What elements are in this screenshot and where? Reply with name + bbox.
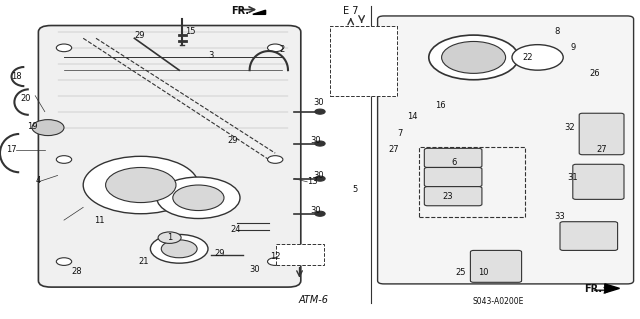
Circle shape: [56, 156, 72, 163]
Text: 18: 18: [11, 72, 21, 81]
Text: E 7: E 7: [343, 6, 358, 16]
Text: 9: 9: [570, 43, 575, 52]
Text: 14: 14: [408, 112, 418, 121]
Text: ATM-6: ATM-6: [299, 295, 328, 305]
Circle shape: [315, 176, 325, 181]
Text: 30: 30: [314, 171, 324, 180]
Text: 29: 29: [134, 31, 145, 40]
Text: 28: 28: [72, 267, 82, 276]
Text: 13: 13: [307, 177, 317, 186]
Text: 2: 2: [279, 45, 284, 54]
Circle shape: [268, 44, 283, 52]
Text: 26: 26: [590, 69, 600, 78]
Text: 19: 19: [27, 122, 37, 130]
Text: 10: 10: [478, 268, 488, 277]
Text: 8: 8: [554, 27, 559, 36]
Text: 33: 33: [555, 212, 565, 221]
Text: FR.: FR.: [231, 6, 249, 16]
Text: S043-A0200E: S043-A0200E: [472, 297, 524, 306]
Text: 20: 20: [20, 94, 31, 103]
Text: 4: 4: [36, 176, 41, 185]
Text: 24: 24: [230, 225, 241, 234]
Circle shape: [83, 156, 198, 214]
Text: 15: 15: [186, 27, 196, 36]
Text: 30: 30: [314, 98, 324, 107]
FancyBboxPatch shape: [424, 167, 482, 187]
FancyBboxPatch shape: [276, 244, 324, 265]
Circle shape: [315, 109, 325, 114]
Circle shape: [315, 211, 325, 216]
Text: 1: 1: [167, 233, 172, 242]
Text: 11: 11: [94, 216, 104, 225]
Circle shape: [268, 258, 283, 265]
Circle shape: [157, 177, 240, 219]
Circle shape: [32, 120, 64, 136]
Text: 21: 21: [139, 257, 149, 266]
Text: FR.: FR.: [584, 284, 602, 294]
FancyBboxPatch shape: [378, 16, 634, 284]
Text: 30: 30: [310, 136, 321, 145]
FancyBboxPatch shape: [424, 148, 482, 167]
Text: 5: 5: [353, 185, 358, 194]
Text: 30: 30: [310, 206, 321, 215]
Text: 12: 12: [270, 252, 280, 261]
FancyBboxPatch shape: [470, 250, 522, 282]
Circle shape: [268, 156, 283, 163]
FancyBboxPatch shape: [560, 222, 618, 250]
Circle shape: [56, 44, 72, 52]
Text: 6: 6: [452, 158, 457, 167]
Circle shape: [442, 41, 506, 73]
Text: 31: 31: [568, 173, 578, 182]
Text: 27: 27: [596, 145, 607, 154]
Polygon shape: [253, 10, 266, 14]
Polygon shape: [605, 284, 620, 293]
FancyBboxPatch shape: [38, 26, 301, 287]
Text: 3: 3: [209, 51, 214, 60]
Text: 17: 17: [6, 145, 17, 154]
Circle shape: [56, 258, 72, 265]
Circle shape: [158, 232, 181, 243]
Circle shape: [161, 240, 197, 258]
FancyBboxPatch shape: [330, 26, 397, 96]
Circle shape: [150, 234, 208, 263]
Text: 16: 16: [435, 101, 445, 110]
Text: 30: 30: [250, 265, 260, 274]
FancyBboxPatch shape: [579, 113, 624, 155]
FancyBboxPatch shape: [573, 164, 624, 199]
Text: 7: 7: [397, 130, 403, 138]
Text: 23: 23: [443, 192, 453, 201]
Text: 29: 29: [214, 249, 225, 258]
Circle shape: [173, 185, 224, 211]
Text: 22: 22: [523, 53, 533, 62]
Circle shape: [512, 45, 563, 70]
Circle shape: [106, 167, 176, 203]
Text: 27: 27: [388, 145, 399, 154]
Circle shape: [429, 35, 518, 80]
FancyBboxPatch shape: [424, 187, 482, 206]
Text: 32: 32: [564, 123, 575, 132]
Text: 25: 25: [456, 268, 466, 277]
Circle shape: [315, 141, 325, 146]
Text: 29: 29: [227, 136, 237, 145]
